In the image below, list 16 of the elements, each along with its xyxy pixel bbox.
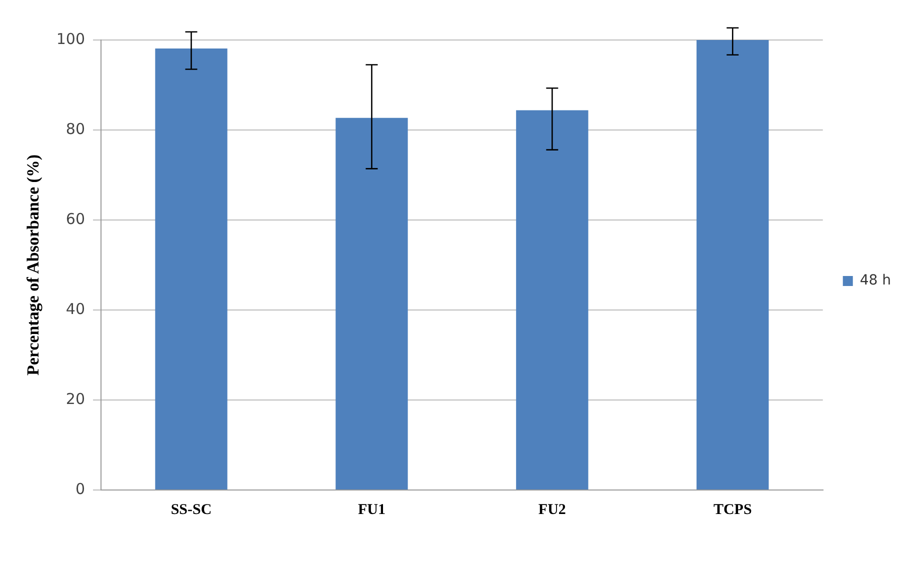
y-tick-label: 60 bbox=[66, 210, 86, 228]
y-tick-label: 0 bbox=[75, 480, 86, 498]
legend-label: 48 h bbox=[860, 272, 892, 289]
bar bbox=[696, 40, 769, 490]
y-axis-title: Percentage of Absorbance (%) bbox=[24, 154, 43, 376]
y-tick-label: 80 bbox=[66, 120, 86, 138]
x-tick-label: TCPS bbox=[713, 502, 752, 518]
x-tick-label: FU2 bbox=[538, 502, 566, 518]
bar bbox=[516, 110, 588, 490]
y-tick-label: 20 bbox=[66, 390, 86, 408]
y-tick-label: 100 bbox=[56, 30, 86, 48]
y-tick-label: 40 bbox=[66, 300, 86, 318]
bar bbox=[336, 118, 408, 490]
x-tick-label: FU1 bbox=[358, 502, 386, 518]
bar bbox=[155, 48, 228, 490]
x-tick-label: SS-SC bbox=[170, 502, 212, 518]
